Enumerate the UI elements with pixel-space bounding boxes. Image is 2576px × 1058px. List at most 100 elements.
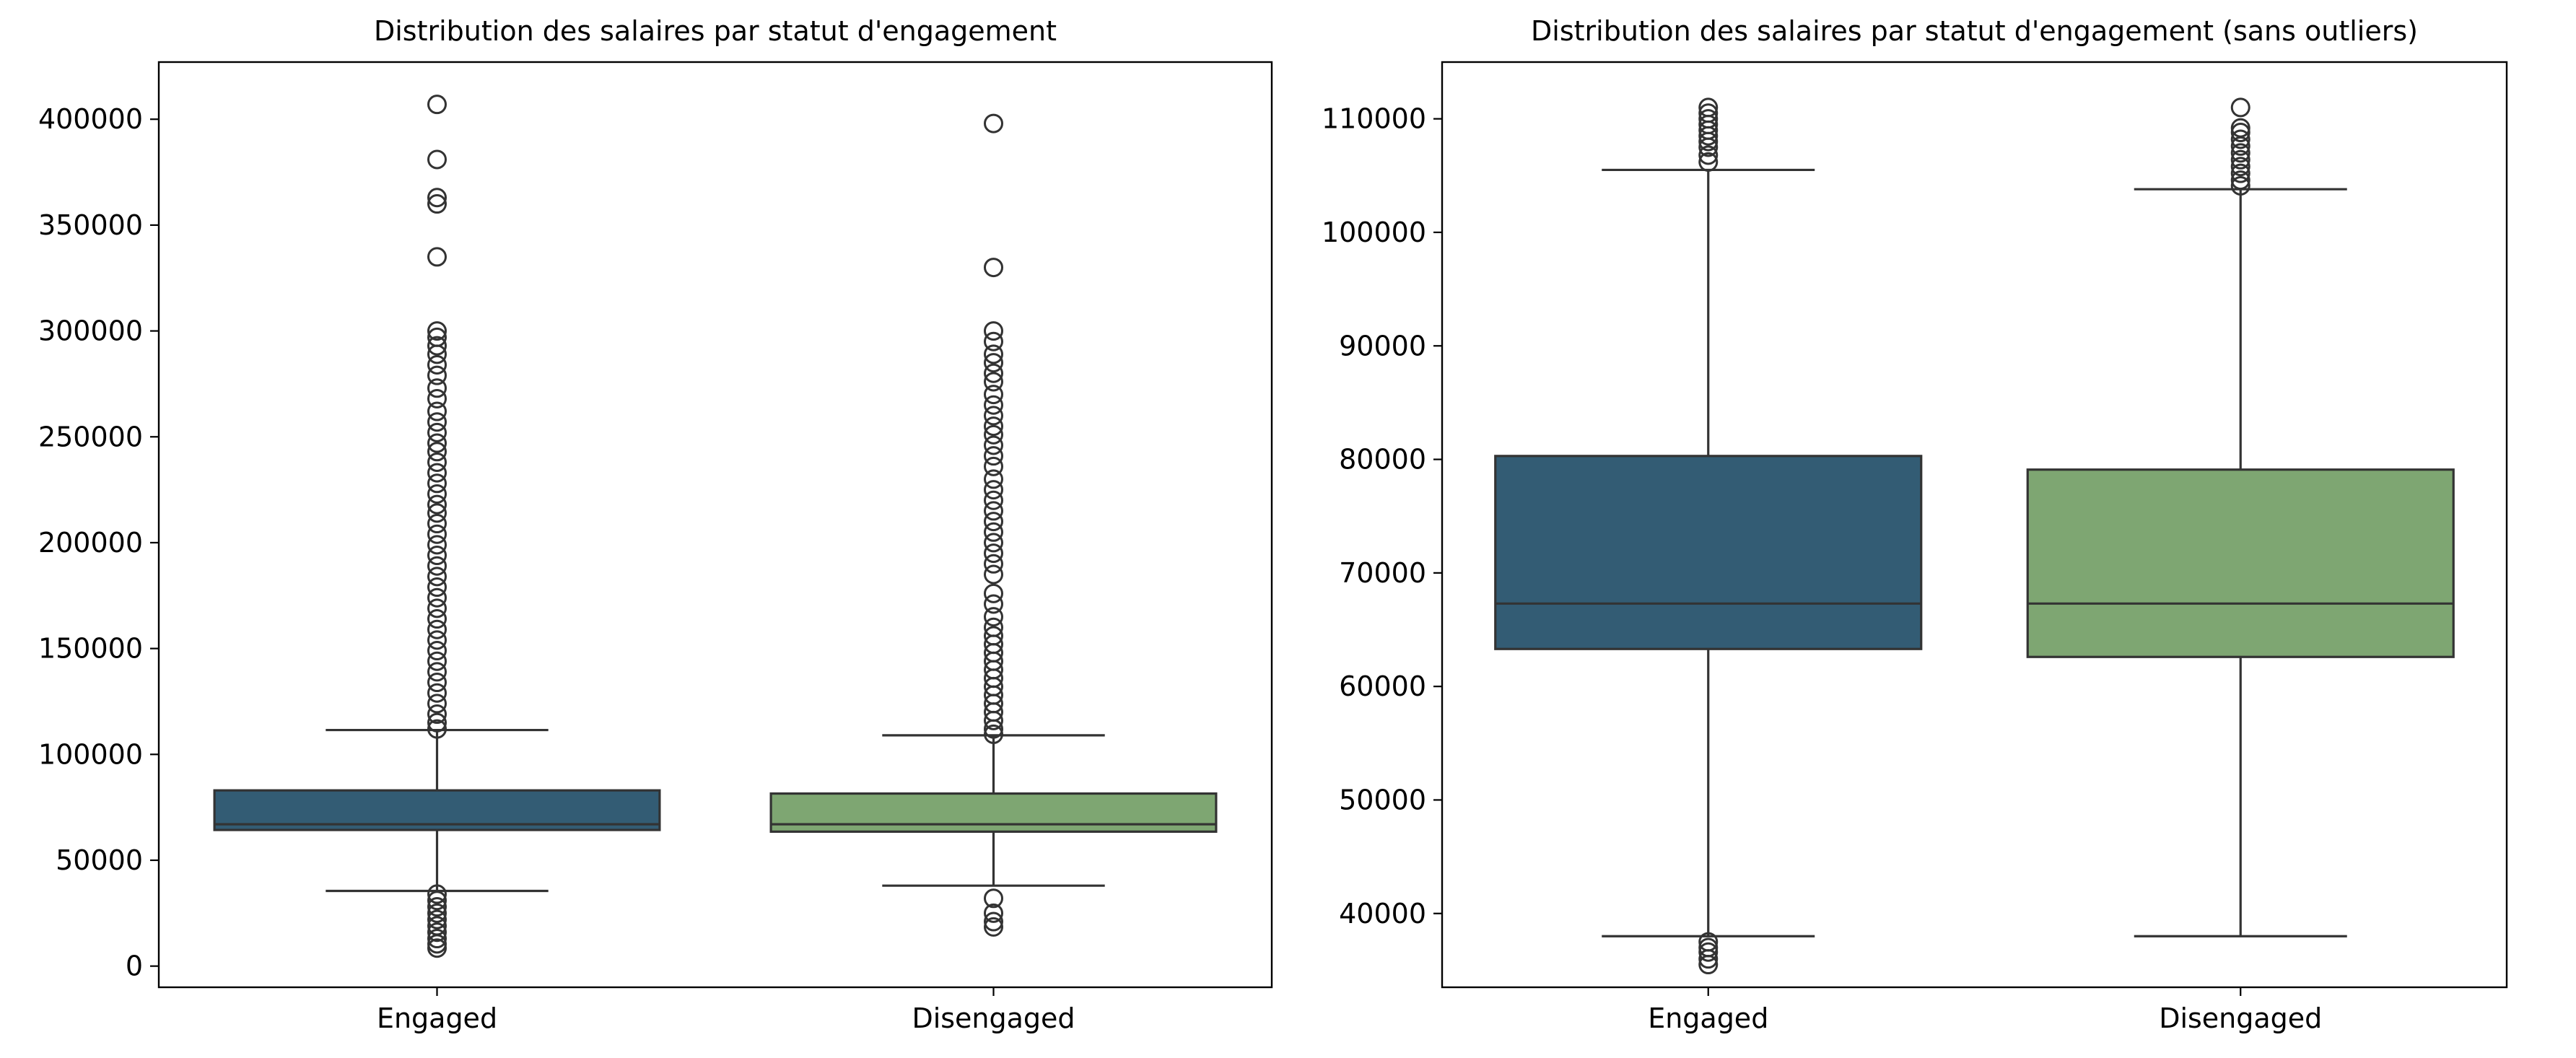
outlier-point: [984, 710, 1003, 730]
outlier-point: [427, 388, 447, 408]
outlier-point: [2230, 129, 2250, 149]
outlier-point: [427, 484, 447, 504]
outlier-point: [2230, 175, 2250, 196]
outlier-point: [427, 378, 447, 398]
outlier-point: [427, 442, 447, 462]
outlier-point: [984, 480, 1003, 500]
outlier-point: [984, 372, 1003, 392]
box-layer: [213, 95, 1218, 958]
chart-panel-salary-distribution: Distribution des salaires par statut d'e…: [38, 15, 1273, 1034]
outlier-point: [427, 598, 447, 618]
outlier-point: [984, 594, 1003, 614]
y-tick-label: 100000: [38, 738, 143, 770]
plot-frame: [1441, 61, 2508, 989]
y-tick-label: 0: [126, 950, 143, 982]
outlier-point: [427, 355, 447, 375]
outlier-point: [427, 673, 447, 693]
y-tick-label: 110000: [1322, 103, 1426, 135]
outlier-point: [427, 433, 447, 453]
outlier-point: [427, 587, 447, 608]
x-tick-label: Engaged: [1648, 1002, 1768, 1034]
chart-title: Distribution des salaires par statut d'e…: [374, 15, 1057, 47]
outlier-point: [427, 891, 447, 911]
outlier-point: [427, 683, 447, 703]
outlier-point: [427, 95, 447, 115]
outlier-point: [427, 938, 447, 958]
outlier-point: [984, 416, 1003, 437]
outlier-point: [984, 607, 1003, 627]
outlier-point: [1698, 145, 1719, 165]
outlier-point: [427, 704, 447, 725]
chart-title: Distribution des salaires par statut d'e…: [1531, 15, 2418, 47]
outlier-point: [984, 469, 1003, 489]
x-tick-label: Disengaged: [912, 1002, 1075, 1034]
y-tick-label: 200000: [38, 527, 143, 559]
outlier-point: [2230, 170, 2250, 191]
outlier-point: [427, 365, 447, 385]
y-tick-label: 90000: [1339, 330, 1426, 362]
outlier-point: [984, 533, 1003, 553]
box-disengaged: [769, 113, 1218, 937]
outlier-point: [984, 395, 1003, 415]
outlier-point: [984, 406, 1003, 426]
outlier-point: [984, 903, 1003, 923]
outlier-point: [984, 512, 1003, 532]
outlier-point: [427, 719, 447, 739]
outlier-point: [1698, 126, 1719, 146]
outlier-point: [427, 567, 447, 587]
outlier-point: [427, 662, 447, 682]
iqr-box: [2026, 468, 2455, 658]
outlier-point: [427, 194, 447, 214]
outlier-point: [427, 463, 447, 483]
outlier-point: [2230, 97, 2250, 118]
box-disengaged: [2026, 97, 2455, 937]
outlier-point: [427, 247, 447, 267]
outlier-point: [427, 514, 447, 534]
y-axis: 40000 50000 60000 70000 80000 90000 100000 1100…: [1322, 103, 1442, 930]
outlier-point: [427, 619, 447, 639]
x-axis: Engaged Disengaged: [377, 987, 1075, 1034]
outlier-point: [427, 897, 447, 917]
outlier-point: [1698, 137, 1719, 157]
outlier-point: [427, 556, 447, 576]
outlier-point: [427, 712, 447, 733]
box-engaged: [1494, 97, 1923, 975]
plot-frame: [157, 61, 1273, 989]
y-tick-label: 100000: [1322, 217, 1426, 248]
outlier-point: [984, 501, 1003, 521]
iqr-box: [1494, 455, 1923, 650]
outlier-point: [427, 344, 447, 364]
outlier-point: [984, 331, 1003, 351]
outlier-point: [984, 917, 1003, 937]
outlier-point: [1698, 131, 1719, 152]
outlier-point: [984, 344, 1003, 364]
outlier-point: [427, 494, 447, 515]
outlier-point: [427, 188, 447, 208]
outlier-point: [427, 922, 447, 943]
outlier-point: [427, 412, 447, 432]
outlier-point: [427, 149, 447, 170]
outlier-point: [1698, 152, 1719, 172]
outlier-point: [427, 929, 447, 949]
outlier-point: [984, 583, 1003, 603]
outlier-point: [1698, 949, 1719, 969]
outlier-point: [427, 694, 447, 714]
x-axis: Engaged Disengaged: [1648, 987, 2322, 1034]
outlier-point: [984, 353, 1003, 373]
outlier-point: [427, 651, 447, 671]
outlier-point: [984, 888, 1003, 909]
outlier-point: [984, 490, 1003, 510]
outlier-point: [427, 452, 447, 472]
outlier-point: [427, 546, 447, 566]
outlier-point: [984, 564, 1003, 585]
chart-panel-salary-distribution-no-outliers: Distribution des salaires par statut d'e…: [1322, 15, 2508, 1034]
outlier-point: [984, 321, 1003, 341]
outlier-point: [427, 321, 447, 341]
outlier-point: [984, 522, 1003, 542]
outlier-point: [427, 884, 447, 904]
outlier-point: [2230, 149, 2250, 170]
y-tick-label: 70000: [1339, 557, 1426, 589]
outlier-point: [1698, 942, 1719, 962]
outlier-point: [2230, 143, 2250, 163]
